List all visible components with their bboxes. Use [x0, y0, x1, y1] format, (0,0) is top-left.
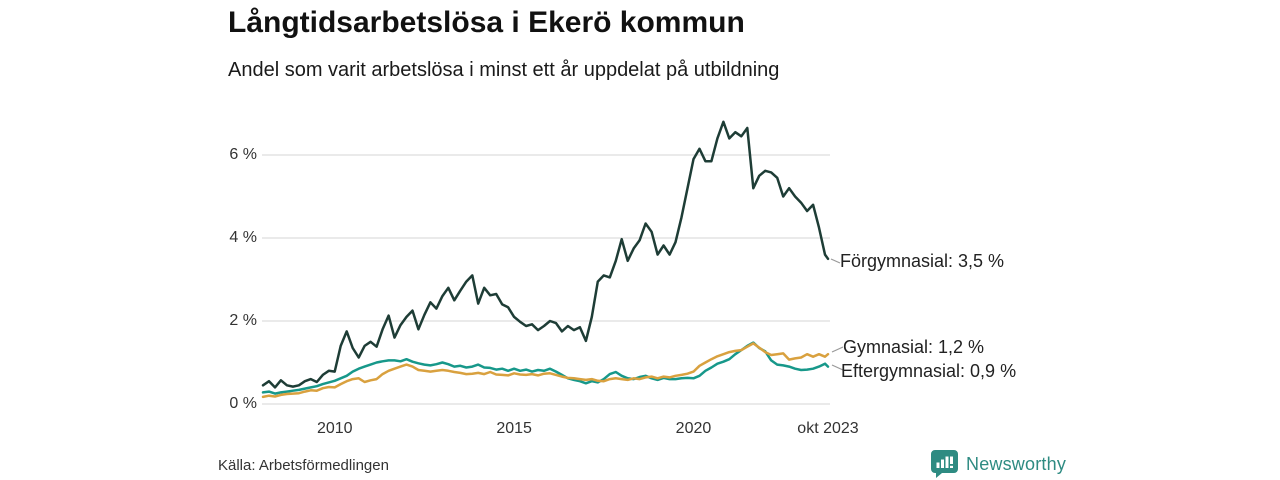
- y-tick-label: 6 %: [229, 146, 257, 163]
- y-tick-label: 4 %: [229, 229, 257, 246]
- page-title: Långtidsarbetslösa i Ekerö kommun: [228, 6, 745, 39]
- x-tick-label: 2020: [675, 420, 712, 437]
- y-tick-label: 2 %: [229, 312, 257, 329]
- y-tick-label: 0 %: [229, 395, 257, 412]
- series-label-gymnasial: Gymnasial: 1,2 %: [843, 337, 985, 357]
- source-caption: Källa: Arbetsförmedlingen: [218, 457, 389, 474]
- newsworthy-logo: Newsworthy: [931, 450, 1066, 478]
- newsworthy-logo-icon: [931, 450, 958, 478]
- chart-subtitle: Andel som varit arbetslösa i minst ett å…: [228, 59, 780, 81]
- series-label-eftergymnasial: Eftergymnasial: 0,9 %: [841, 361, 1017, 381]
- series-label-forgymnasial: Förgymnasial: 3,5 %: [840, 251, 1005, 271]
- x-tick-label: 2015: [496, 420, 532, 437]
- x-tick-label: 2010: [316, 420, 353, 437]
- newsworthy-logo-text: Newsworthy: [966, 453, 1067, 474]
- x-tick-label: okt 2023: [797, 420, 859, 437]
